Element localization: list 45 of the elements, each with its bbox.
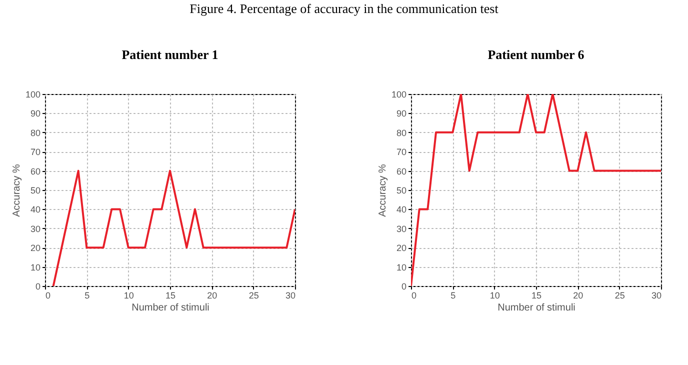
y-tick-label: 50 [30, 186, 40, 196]
x-axis-title: Number of stimuli [498, 302, 576, 314]
y-tick-label: 40 [30, 204, 40, 215]
x-tick-label: 15 [531, 290, 542, 300]
y-axis-title: Accuracy % [377, 164, 388, 217]
x-tick-label: 5 [450, 290, 456, 300]
y-tick-label: 70 [396, 147, 406, 158]
line-series [52, 170, 295, 286]
y-tick-label: 70 [30, 147, 40, 158]
x-tick-label: 0 [46, 290, 51, 300]
y-tick-label: 40 [396, 204, 406, 215]
y-tick-label: 80 [30, 128, 40, 138]
y-tick-label: 50 [396, 186, 406, 196]
x-tick-label: 0 [412, 290, 417, 300]
x-tick-label: 25 [248, 290, 259, 300]
x-axis-title: Number of stimuli [132, 302, 210, 314]
y-tick-label: 60 [30, 166, 40, 176]
x-tick-label: 20 [573, 290, 584, 300]
x-tick-label: 10 [124, 290, 134, 300]
x-tick-label: 20 [207, 290, 218, 300]
y-tick-label: 30 [396, 224, 406, 234]
y-tick-label: 90 [30, 108, 40, 119]
y-tick-label: 20 [396, 243, 406, 254]
y-tick-label: 90 [396, 108, 406, 119]
y-tick-label: 0 [35, 282, 40, 292]
y-tick-label: 20 [30, 243, 40, 254]
y-tick-label: 10 [30, 262, 40, 272]
y-axis-title: Accuracy % [11, 164, 22, 217]
chart-title: Patient number 1 [122, 47, 218, 62]
x-tick-label: 5 [84, 290, 90, 300]
y-tick-label: 80 [396, 128, 406, 138]
y-tick-label: 30 [30, 224, 40, 234]
x-tick-label: 30 [285, 290, 296, 300]
x-tick-label: 10 [490, 290, 500, 300]
line-series [411, 94, 661, 286]
caption: Figure 4. Percentage of accuracy in the communication test [188, 0, 500, 18]
chart-title: Patient number 6 [488, 47, 585, 62]
y-tick-label: 100 [391, 90, 406, 100]
y-tick-label: 60 [396, 166, 406, 176]
x-tick-label: 30 [651, 290, 662, 300]
y-tick-label: 10 [396, 262, 406, 272]
y-tick-label: 100 [25, 90, 40, 100]
x-tick-label: 25 [614, 290, 625, 300]
y-tick-label: 0 [401, 282, 406, 292]
x-tick-label: 15 [165, 290, 176, 300]
